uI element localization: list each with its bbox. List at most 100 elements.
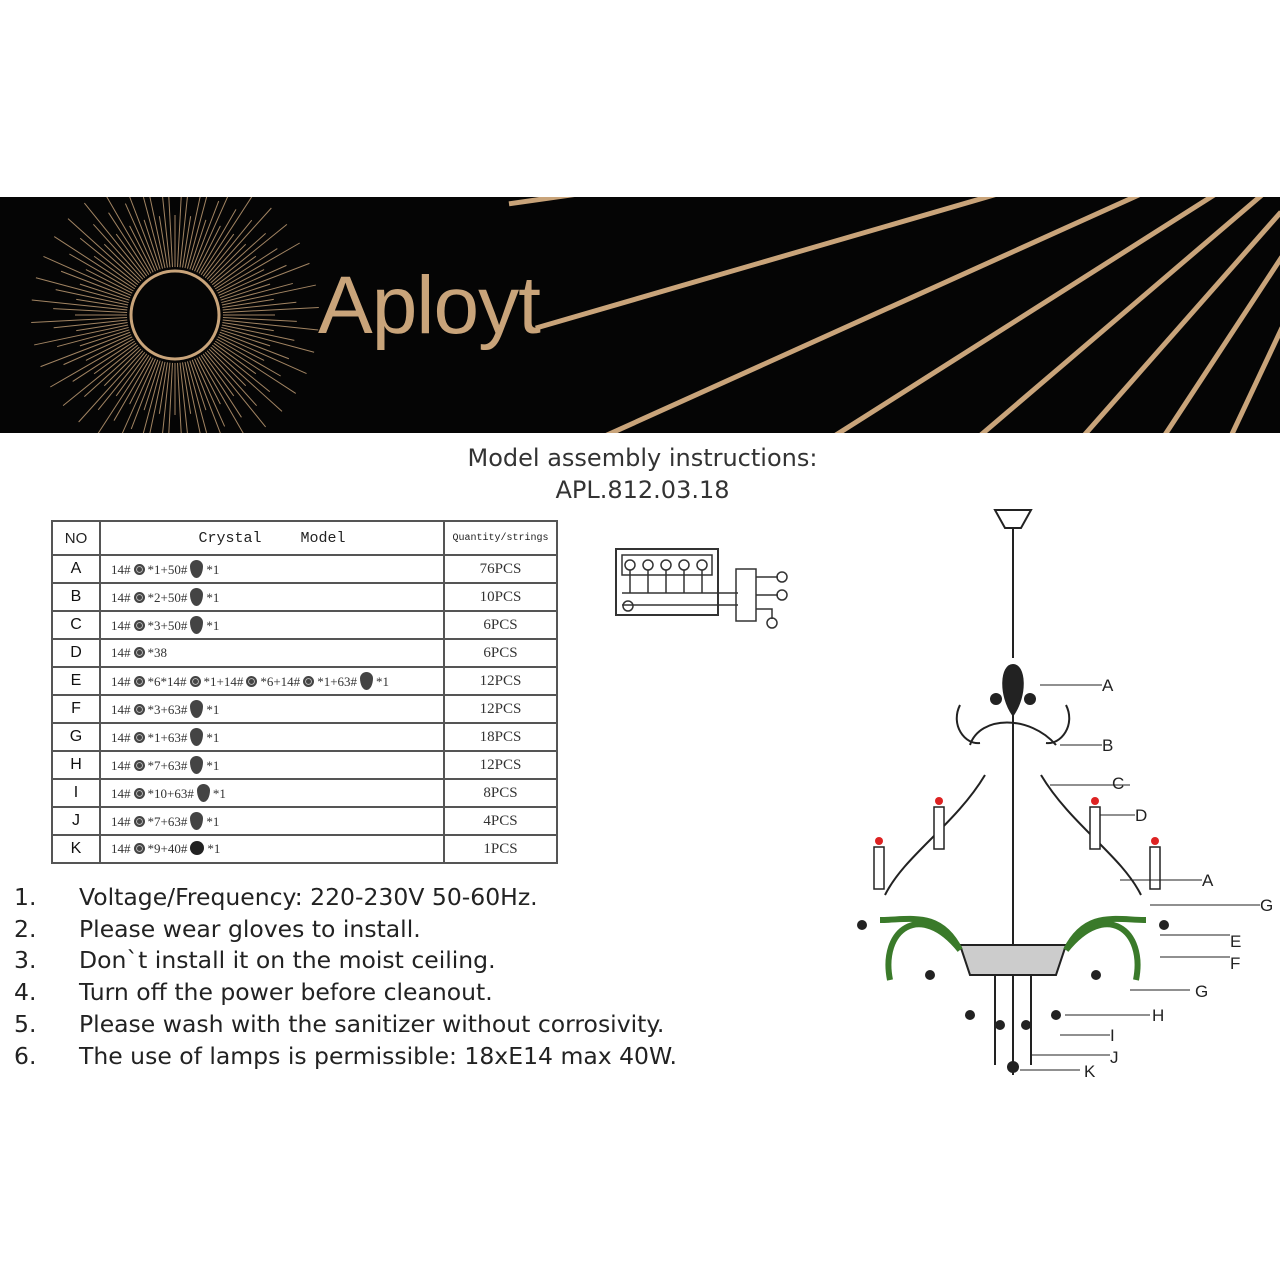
sun-ray (177, 362, 182, 433)
model-text: *1 (207, 841, 221, 856)
sun-ray (106, 197, 152, 274)
sun-ray (217, 269, 265, 294)
banner-ray (605, 197, 1141, 433)
row-no: C (51, 610, 101, 640)
table-row: A 14# *1+50# *1 76PCS (51, 554, 558, 584)
sun-ray (55, 289, 129, 306)
sun-ray (168, 197, 173, 268)
sun-ray (221, 324, 295, 341)
sun-ray (143, 219, 161, 270)
model-text: *1 (206, 702, 220, 717)
sun-ray (115, 233, 148, 277)
banner-ray (834, 197, 1216, 433)
sun-ray (184, 197, 201, 269)
banner-ray (508, 197, 575, 207)
bead-crystal-icon (133, 788, 145, 799)
sun-ray (222, 322, 274, 332)
row-qty: 1PCS (443, 834, 558, 864)
sun-ray (222, 301, 297, 311)
model-text: *1 (206, 618, 220, 633)
model-text: *1 (206, 758, 220, 773)
header-model: Crystal Model (99, 520, 445, 556)
table-header: NO Crystal Model Quantity/strings (51, 520, 558, 556)
sun-ray (168, 362, 173, 433)
sun-ray (220, 283, 271, 301)
sun-ray (72, 340, 136, 382)
header-no: NO (51, 520, 101, 556)
sun-ray (143, 360, 161, 411)
item-text: Turn off the power before cleanout. (79, 978, 493, 1007)
sun-ray (221, 326, 315, 353)
sun-ray (210, 232, 266, 284)
row-qty: 6PCS (443, 638, 558, 668)
label-k: K (1084, 1062, 1096, 1081)
sun-ray (213, 342, 257, 375)
row-qty: 4PCS (443, 806, 558, 836)
table-row: H 14# *7+63# *1 12PCS (51, 750, 558, 780)
page-title: Model assembly instructions: APL.812.03.… (0, 442, 1280, 506)
sun-ray (221, 284, 316, 306)
sun-ray (206, 207, 272, 280)
sun-ray (222, 306, 319, 313)
banner-ray (1229, 326, 1280, 433)
drop-crystal-icon (190, 560, 204, 578)
sun-ray (85, 269, 133, 294)
drop-crystal-icon (190, 728, 204, 746)
row-qty: 12PCS (443, 750, 558, 780)
label-f: F (1230, 954, 1240, 973)
sun-ray (200, 354, 242, 418)
sun-ray (177, 197, 182, 268)
sun-ray (31, 299, 128, 311)
sun-ray (219, 262, 310, 299)
sun-ray (92, 224, 144, 280)
row-no: H (51, 750, 101, 780)
row-model: 14# *2+50# *1 (99, 582, 445, 612)
sun-ray (93, 342, 137, 375)
sun-ray (222, 317, 297, 322)
model-text: *7+63# (147, 814, 188, 829)
table-row: I 14# *10+63# *1 8PCS (51, 778, 558, 808)
sun-ray (53, 308, 128, 313)
row-qty: 76PCS (443, 554, 558, 584)
sun-ray (108, 212, 150, 276)
sun-ray (121, 358, 156, 433)
model-text: 14# (111, 730, 131, 745)
sun-ray (76, 298, 128, 308)
row-model: 14# *3+63# *1 (99, 694, 445, 724)
sun-ray (78, 350, 144, 423)
model-text: 14# (111, 758, 131, 773)
row-model: 14# *7+63# *1 (99, 750, 445, 780)
sun-ray (216, 242, 300, 292)
sun-ray (130, 359, 159, 430)
sun-ray (208, 243, 247, 282)
sun-ray (50, 338, 134, 388)
sun-ray (186, 361, 208, 433)
item-text: Voltage/Frequency: 220-230V 50-60Hz. (79, 883, 538, 911)
model-text: *7+63# (147, 758, 188, 773)
sun-ray (158, 362, 168, 414)
sun-ray (179, 362, 188, 433)
model-number: APL.812.03.18 (555, 476, 730, 504)
sun-ray (162, 362, 171, 433)
sun-ray (179, 197, 188, 268)
sun-ray (191, 359, 221, 433)
sun-ring (129, 269, 221, 361)
instruction-item: 1. Voltage/Frequency: 220-230V 50-60Hz. (14, 882, 677, 914)
sun-ray (204, 219, 253, 279)
instruction-item: 2. Please wear gloves to install. (14, 914, 677, 946)
model-text: *1 (206, 590, 220, 605)
model-text: 14# (111, 814, 131, 829)
sun-ray (149, 361, 166, 433)
instruction-item: 6. The use of lamps is permissible: 18xE1… (14, 1041, 677, 1073)
sun-ray (124, 203, 156, 272)
model-text: *3+50# (147, 618, 188, 633)
sun-ray (221, 282, 293, 304)
item-text: Please wash with the sanitizer without c… (79, 1009, 665, 1038)
banner-ray (1163, 255, 1280, 433)
label-g: G (1260, 896, 1273, 915)
sun-ray (198, 209, 237, 274)
sun-ray (214, 340, 297, 394)
drop-crystal-icon (196, 784, 210, 802)
model-text: *2+50# (147, 590, 188, 605)
bead-crystal-icon (133, 592, 145, 603)
